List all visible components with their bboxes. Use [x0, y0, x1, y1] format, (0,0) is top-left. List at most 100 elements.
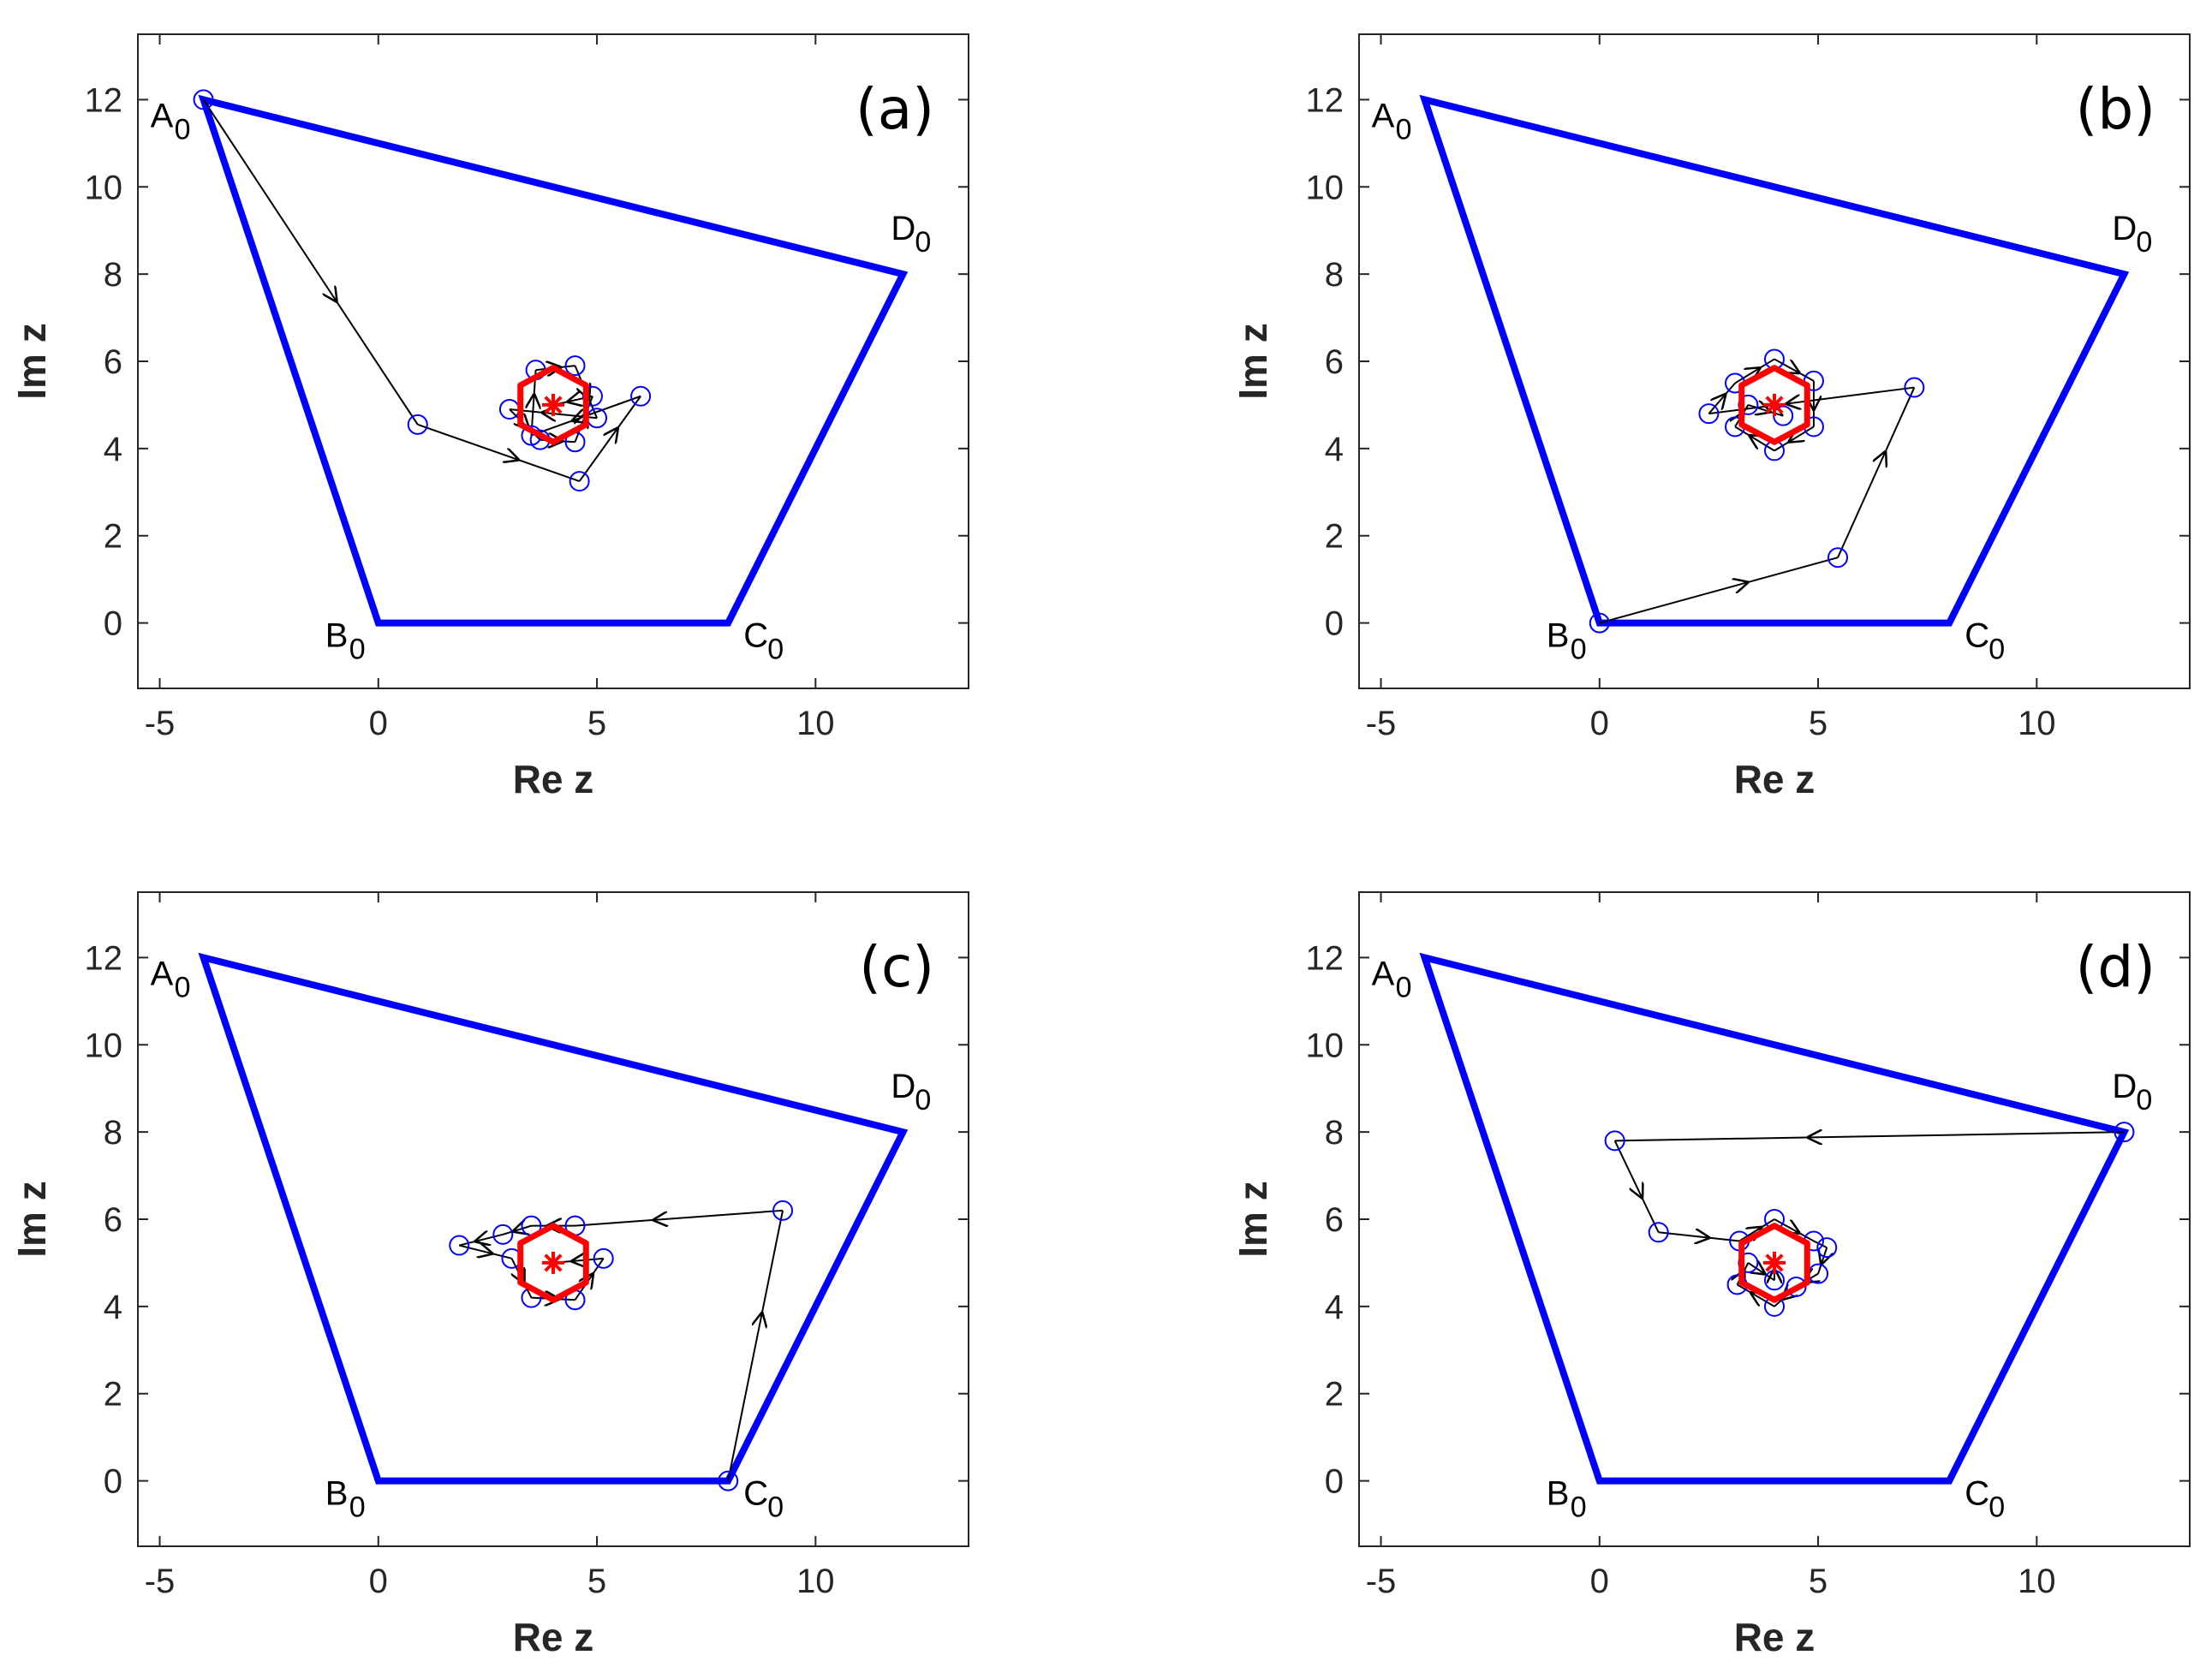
x-tick-label: -5	[145, 705, 176, 742]
x-tick-label: 5	[587, 1563, 606, 1600]
axes-frame	[137, 33, 969, 689]
y-axis-label: Im z	[9, 1181, 54, 1257]
trajectory-segment	[1658, 1231, 1740, 1242]
trajectory-marker	[1648, 1222, 1669, 1243]
vertex-label-c: C	[1965, 1475, 1989, 1513]
x-tick-label: -5	[1366, 1563, 1397, 1600]
trajectory-marker	[1604, 1130, 1625, 1152]
vertex-subscript: 0	[767, 634, 784, 666]
y-tick-label: 6	[1325, 343, 1344, 381]
x-tick-label: 0	[1590, 1563, 1609, 1600]
quadrilateral	[198, 94, 909, 627]
vertex-label-c: C	[1965, 617, 1989, 655]
vertex-label-d: D	[2112, 210, 2137, 247]
x-tick-label: 5	[1809, 705, 1827, 742]
vertex-label-d: D	[2112, 1068, 2137, 1105]
y-tick-label: 6	[1325, 1201, 1344, 1239]
trajectory-marker	[1816, 1237, 1838, 1259]
vertex-subscript: 0	[915, 1084, 931, 1116]
x-tick-label: 10	[796, 705, 835, 742]
y-tick-label: 8	[1325, 1114, 1344, 1152]
trajectory-marker	[1786, 1276, 1807, 1297]
x-tick-label: -5	[1366, 705, 1397, 742]
vertex-label-a: A	[151, 955, 174, 992]
vertex-label-b: B	[1547, 1475, 1570, 1513]
y-axis-label: Im z	[1231, 1181, 1275, 1257]
trajectory-segment	[1599, 557, 1839, 624]
y-tick-label: 10	[1306, 1027, 1344, 1064]
vertex-subscript: 0	[1571, 634, 1587, 666]
y-tick-label: 10	[85, 1027, 123, 1064]
x-tick-label: 0	[1590, 705, 1609, 742]
center-marker	[542, 393, 564, 416]
trajectory-arrow	[1751, 1293, 1753, 1294]
y-tick-label: 12	[1306, 81, 1344, 119]
vertex-subscript: 0	[175, 971, 191, 1003]
vertex-subscript: 0	[175, 113, 191, 146]
y-axis-label: Im z	[1231, 323, 1275, 399]
center-marker	[1763, 1251, 1786, 1274]
trajectory-segment	[458, 1233, 504, 1247]
trajectory-marker	[1698, 403, 1720, 425]
trajectory-marker	[718, 1470, 739, 1491]
trajectory-marker	[1904, 377, 1925, 398]
vertex-subscript: 0	[2136, 1084, 2152, 1116]
y-tick-label: 2	[104, 1376, 122, 1414]
y-tick-label: 6	[104, 1201, 122, 1239]
vertex-subscript: 0	[2136, 226, 2152, 259]
vertex-label-a: A	[1372, 97, 1395, 134]
x-tick-label: 10	[2018, 705, 2056, 742]
x-tick-label: 5	[1809, 1563, 1827, 1600]
y-tick-label: 2	[1325, 518, 1344, 556]
axes-frame	[137, 891, 969, 1547]
panel-label: (d)	[2076, 934, 2155, 1000]
vertex-label-b: B	[325, 617, 349, 655]
center-marker-stroke	[1765, 1253, 1784, 1272]
trajectory-arrow	[1821, 1262, 1822, 1264]
quadrilateral	[1419, 952, 2130, 1485]
vertex-subscript: 0	[1396, 971, 1412, 1003]
y-tick-label: 0	[104, 605, 122, 643]
trajectory-segment	[574, 1258, 605, 1301]
x-axis-label: Re z	[513, 1615, 594, 1659]
trajectory-arrow	[336, 300, 337, 301]
center-marker-stroke	[544, 396, 563, 414]
center-marker-stroke	[1765, 396, 1784, 414]
vertex-subscript: 0	[349, 1491, 366, 1524]
trajectory-segment	[1614, 1131, 2125, 1142]
trajectory-marker	[564, 355, 586, 377]
x-axis-label: Re z	[513, 757, 594, 801]
vertex-subscript: 0	[915, 226, 931, 259]
panel-label: (b)	[2076, 76, 2155, 142]
trajectory-marker	[593, 1247, 614, 1269]
center-marker	[542, 1251, 564, 1274]
vertex-subscript: 0	[1988, 634, 2005, 666]
y-tick-label: 8	[104, 1114, 122, 1152]
quadrilateral	[198, 952, 909, 1485]
y-tick-label: 8	[104, 256, 122, 294]
quadrilateral	[1419, 94, 2130, 627]
y-tick-label: 4	[1325, 1289, 1344, 1326]
trajectory-segment	[727, 1210, 784, 1481]
y-tick-label: 4	[104, 431, 122, 468]
vertex-label-d: D	[891, 1068, 915, 1105]
trajectory-marker	[1827, 547, 1849, 569]
x-tick-label: 5	[587, 705, 606, 742]
center-marker-stroke	[544, 1253, 563, 1272]
vertex-label-a: A	[151, 97, 174, 134]
x-axis-label: Re z	[1734, 1615, 1816, 1659]
x-tick-label: 0	[369, 705, 388, 742]
y-tick-label: 4	[1325, 431, 1344, 468]
panel-label: (c)	[859, 934, 934, 1000]
trajectory-arrow	[1724, 395, 1725, 396]
trajectory-segment	[417, 423, 580, 483]
limit-cycle	[1738, 1223, 1810, 1303]
y-tick-label: 12	[85, 81, 123, 119]
trajectory-segment	[502, 1224, 532, 1235]
y-tick-label: 10	[85, 169, 123, 206]
y-tick-label: 2	[104, 518, 122, 556]
trajectory-arrow	[1641, 1196, 1642, 1198]
y-tick-label: 10	[1306, 169, 1344, 206]
